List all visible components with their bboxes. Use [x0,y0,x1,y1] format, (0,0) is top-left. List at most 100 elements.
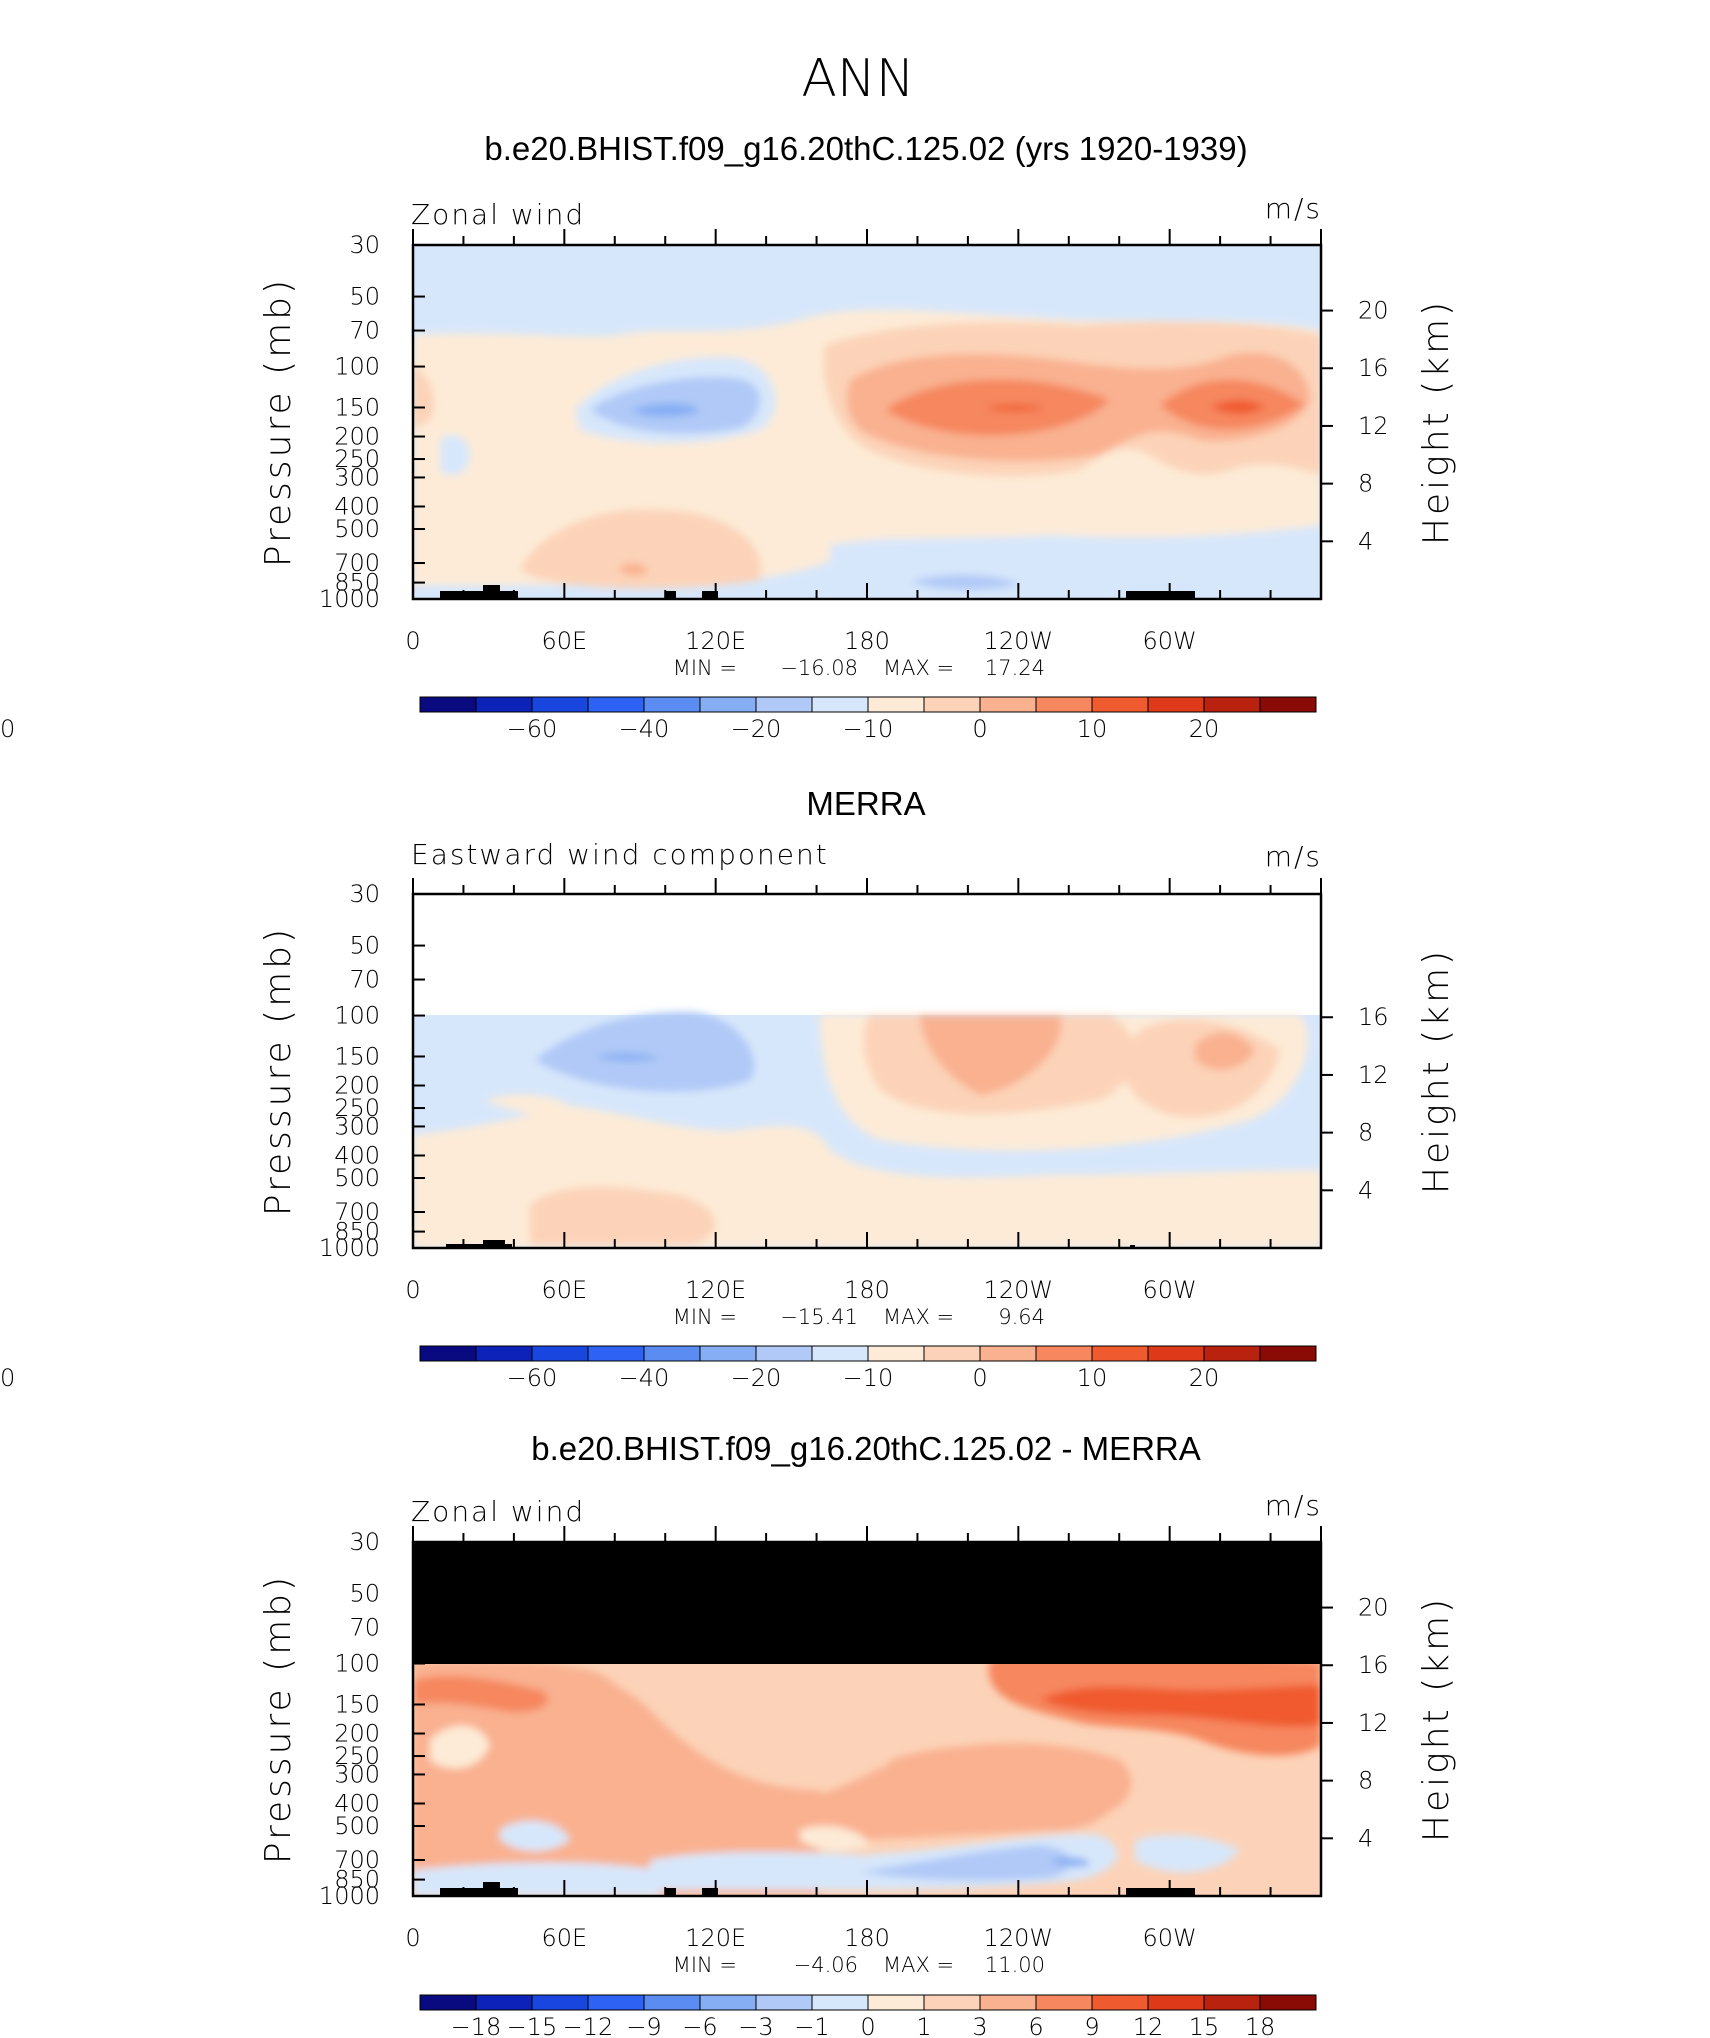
colorbar-swatch [1035,1345,1093,1362]
colorbar-swatch [1091,1345,1149,1362]
longitude-tick-label: 120E [685,1276,746,1304]
colorbar-swatch [699,1994,757,2011]
colorbar-swatch [475,696,533,713]
topography-mask [440,1882,1195,1896]
colorbar-swatch [587,1994,645,2011]
variable-label: Zonal wind [411,1495,585,1528]
y-axis-title: Pressure (mb) [258,926,299,1216]
colorbar-label: 1 [916,2013,931,2038]
colorbar-label: 0 [860,2013,875,2038]
longitude-tick-label: 180 [844,627,890,655]
longitude-tick-label: 0 [405,1276,420,1304]
pressure-tick-label: 50 [349,1580,380,1608]
colorbar-swatch [699,696,757,713]
contour-positive-weak [485,1094,575,1116]
colorbar-swatch [811,1994,869,2011]
figure-title: ANN [801,49,914,109]
contour-positive-strong [413,1675,549,1713]
colorbar-swatch [1259,1345,1317,1362]
colorbar-label: 9 [1084,2013,1099,2038]
contour-negative-weak [440,435,470,475]
height-tick-label: 8 [1358,1767,1373,1795]
units-label: m/s [1265,840,1322,873]
contour-negative [860,1845,1072,1881]
colorbar-label: 0 [972,715,987,743]
pressure-tick-label: 30 [349,880,380,908]
colorbar-swatch [923,1994,981,2011]
min-label: MIN = [673,1305,737,1329]
colorbar-label: 30 [0,1364,15,1392]
variable-label: Zonal wind [411,198,585,231]
colorbar-swatch [1035,696,1093,713]
colorbar-model: −60 −40 −20 −10 0 10 20 30 [0,696,1317,743]
colorbar-swatch [531,696,589,713]
colorbar-label: −60 [507,715,558,743]
colorbar-swatch [755,1345,813,1362]
max-label: MAX = [883,656,954,680]
contour-positive-max [1210,400,1265,414]
contour-positive-weak [1060,1220,1321,1248]
pressure-tick-label: 300 [334,1760,380,1788]
colorbar-swatch [587,1345,645,1362]
colorbar-label: −9 [626,2013,661,2038]
colorbar-swatch [1147,1345,1205,1362]
colorbar-swatch [699,1345,757,1362]
pressure-tick-label: 850 [334,1866,380,1894]
longitude-tick-label: 120E [685,1924,746,1952]
colorbar-swatch [419,1345,477,1362]
colorbar-label: 15 [1189,2013,1220,2038]
pressure-tick-label: 200 [334,423,380,451]
y-axis-title: Pressure (mb) [258,277,299,567]
height-tick-label: 12 [1358,1709,1389,1737]
pressure-tick-label: 400 [334,492,380,520]
pressure-tick-label: 30 [349,231,380,259]
colorbar-label: −20 [731,715,782,743]
colorbar-swatch [867,1994,925,2011]
colorbar-label: −3 [738,2013,773,2038]
colorbar-swatch [531,1994,589,2011]
height-tick-label: 4 [1358,527,1373,555]
contour-positive-max [1040,1685,1321,1727]
contour-positive-mid [1195,1032,1255,1071]
longitude-tick-label: 60W [1143,1276,1197,1304]
longitude-tick-label: 120W [984,627,1054,655]
colorbar-swatch [643,1994,701,2011]
colorbar-swatch [643,1345,701,1362]
colorbar-label: 20 [1189,1364,1220,1392]
colorbar-swatch [1259,696,1317,713]
colorbar-label: 10 [1077,1364,1108,1392]
topography-mask [440,585,1195,599]
longitude-tick-label: 0 [405,1924,420,1952]
colorbar-swatch [419,696,477,713]
pressure-tick-label: 250 [334,1094,380,1122]
pressure-tick-label: 50 [349,932,380,960]
height-tick-label: 4 [1358,1824,1373,1852]
pressure-tick-label: 500 [334,515,380,543]
colorbar-label: −10 [843,1364,894,1392]
colorbar-swatch [811,696,869,713]
contour-positive-weak [800,1825,870,1851]
colorbar-swatch [811,1345,869,1362]
colorbar-swatch [755,696,813,713]
pressure-tick-label: 100 [334,353,380,381]
pressure-tick-label: 200 [334,1072,380,1100]
contour-positive-weak [430,1725,490,1769]
colorbar-label: 6 [1028,2013,1043,2038]
pressure-tick-label: 850 [334,569,380,597]
colorbar-swatch [979,1994,1037,2011]
colorbar-label: −60 [507,1364,558,1392]
panel-title: b.e20.BHIST.f09_g16.20thC.125.02 - MERRA [531,1430,1201,1467]
colorbar-swatch [475,1345,533,1362]
panel-difference: b.e20.BHIST.f09_g16.20thC.125.02 - MERRA… [258,1430,1457,1977]
colorbar-swatch [1091,696,1149,713]
height-tick-label: 12 [1358,1061,1389,1089]
height-tick-label: 16 [1358,1003,1389,1031]
y-axis-right-title: Height (km) [1416,299,1457,545]
colorbar-label: −20 [731,1364,782,1392]
max-label: MAX = [883,1305,954,1329]
height-tick-label: 20 [1358,1594,1389,1622]
colorbar-swatch [531,1345,589,1362]
